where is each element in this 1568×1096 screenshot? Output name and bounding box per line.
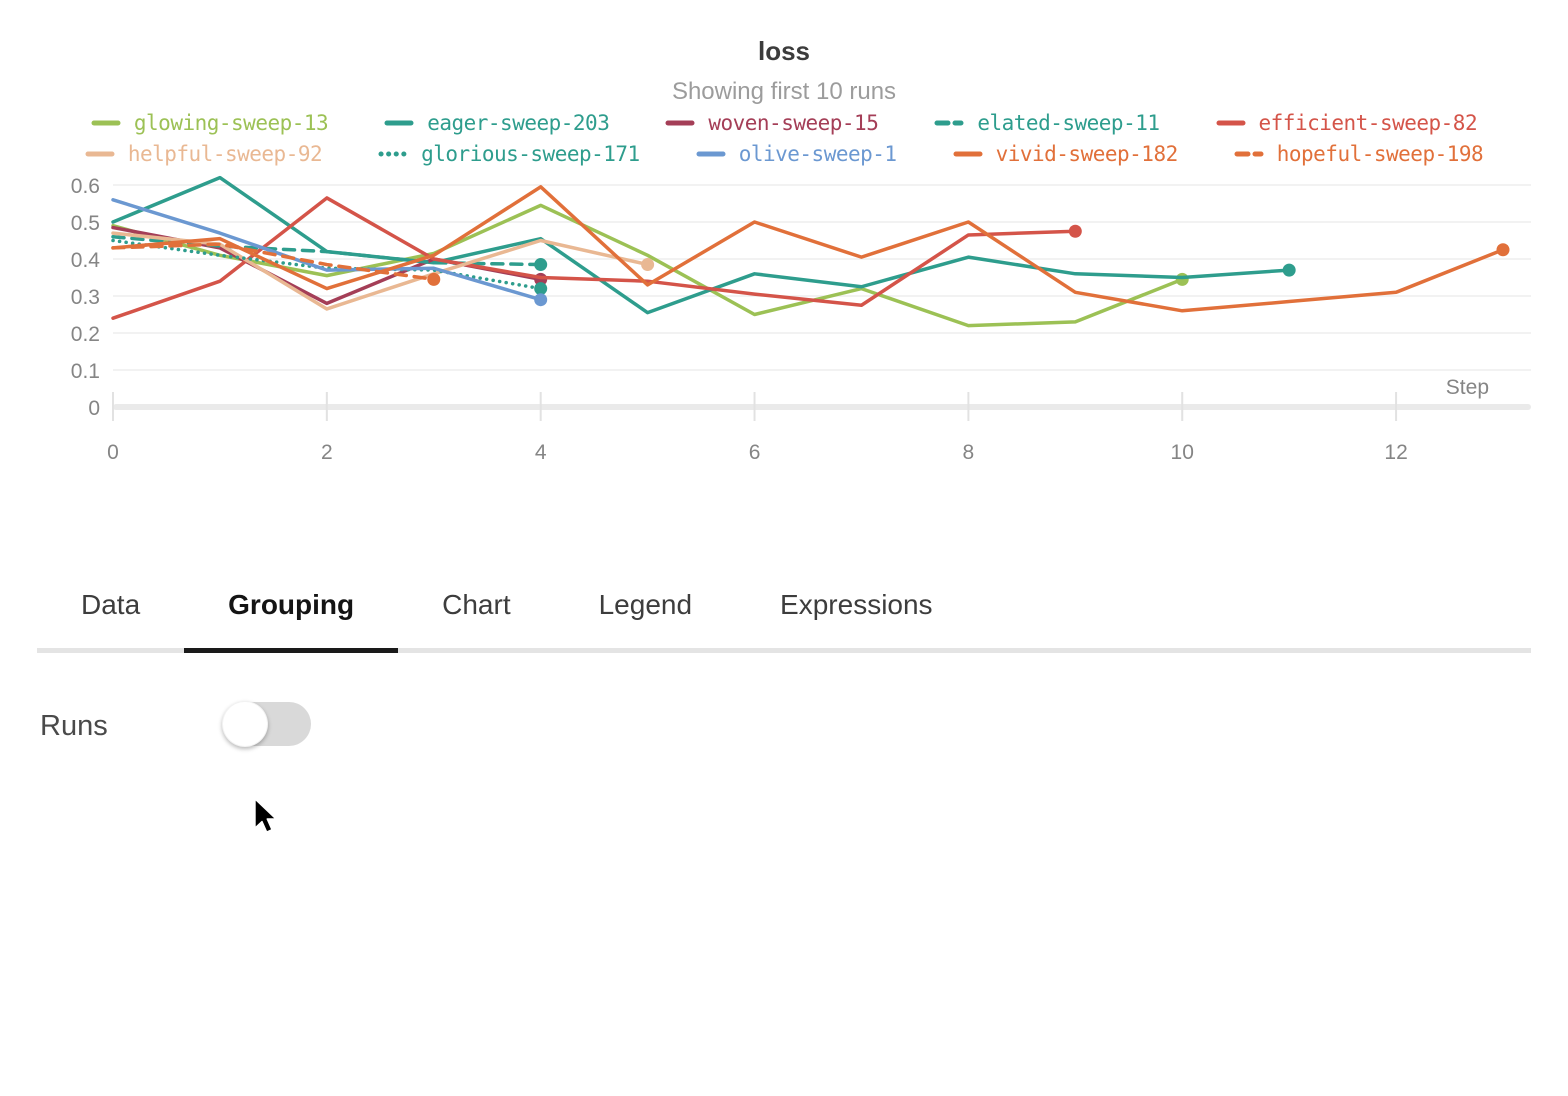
run-endpoint-eager-sweep-203 (1282, 263, 1296, 277)
legend-label: glorious-sweep-171 (421, 141, 640, 166)
legend-label: woven-sweep-15 (708, 110, 879, 135)
run-endpoint-helpful-sweep-92 (641, 258, 655, 272)
x-tick-label-12: 12 (1384, 441, 1407, 464)
run-endpoint-hopeful-sweep-198 (427, 272, 441, 286)
run-line-glowing-sweep-13 (111, 203, 1184, 328)
y-tick-label-0.6: 0.6 (71, 175, 100, 198)
legend-item-glorious-sweep-171: glorious-sweep-171 (378, 142, 640, 166)
legend-item-eager-sweep-203: eager-sweep-203 (384, 110, 610, 135)
y-tick-label-0.2: 0.2 (71, 323, 100, 346)
legend-swatch-solid (85, 151, 115, 156)
y-tick-label-0.4: 0.4 (71, 249, 101, 272)
legend-row-1: glowing-sweep-13 eager-sweep-203 woven-swe… (0, 107, 1568, 138)
y-tick-label-0: 0 (88, 397, 100, 420)
legend-swatch-solid (384, 120, 414, 125)
run-endpoint-glowing-sweep-13 (1175, 272, 1189, 286)
tab-chart[interactable]: Chart (442, 589, 511, 620)
legend-label: olive-sweep-1 (738, 141, 897, 166)
loss-chart-plot[interactable]: 0 0.1 0.2 0.3 0.4 0.5 0.6 0 2 4 6 8 10 12 Step (0, 0, 1568, 470)
legend-swatch-solid (665, 120, 695, 125)
legend-label: glowing-sweep-13 (133, 110, 329, 135)
run-endpoint-efficient-sweep-82 (1068, 224, 1082, 238)
x-tick-label-8: 8 (963, 441, 975, 464)
legend-swatch-solid (1216, 120, 1246, 125)
run-line-glorious-sweep-171 (111, 238, 543, 291)
x-tick-label-0: 0 (107, 441, 119, 464)
legend-label: eager-sweep-203 (427, 110, 610, 135)
legend-label: elated-sweep-11 (977, 110, 1160, 135)
legend-label: hopeful-sweep-198 (1276, 141, 1484, 166)
y-tick-label-0.1: 0.1 (71, 360, 100, 383)
runs-toggle[interactable] (222, 701, 311, 747)
legend-swatch-solid (953, 151, 983, 156)
mouse-cursor (254, 798, 277, 833)
tab-expressions[interactable]: Expressions (780, 589, 933, 620)
x-axis-label: Step (1446, 376, 1489, 399)
legend-item-olive-sweep-1: olive-sweep-1 (696, 142, 897, 166)
run-endpoint-glorious-sweep-171 (534, 282, 548, 296)
legend-label: efficient-sweep-82 (1258, 110, 1478, 135)
run-line-olive-sweep-1 (111, 198, 543, 302)
chart-legend: glowing-sweep-13 eager-sweep-203 woven-swe… (0, 107, 1568, 169)
legend-swatch-dashed (1234, 151, 1264, 156)
legend-item-elated-sweep-11: elated-sweep-11 (934, 110, 1160, 135)
legend-item-vivid-sweep-182: vivid-sweep-182 (953, 142, 1178, 166)
chart-subtitle: Showing first 10 runs (671, 78, 897, 105)
legend-swatch-solid (696, 151, 726, 156)
legend-item-glowing-sweep-13: glowing-sweep-13 (91, 110, 329, 135)
tab-legend[interactable]: Legend (598, 589, 693, 620)
x-tick-label-2: 2 (321, 441, 333, 464)
run-line-efficient-sweep-82 (111, 196, 1078, 320)
y-tick-label-0.3: 0.3 (71, 286, 100, 309)
x-tick-label-10: 10 (1171, 441, 1194, 464)
runs-label: Runs (40, 710, 108, 742)
legend-label: vivid-sweep-182 (995, 141, 1179, 166)
run-line-vivid-sweep-182 (111, 185, 1505, 313)
run-line-hopeful-sweep-198 (111, 242, 436, 282)
y-tick-label-0.5: 0.5 (71, 212, 100, 235)
legend-label: helpful-sweep-92 (127, 141, 323, 166)
legend-swatch-dashed (934, 120, 964, 125)
legend-row-2: helpful-sweep-92 glorious-sweep-171 olive-… (0, 138, 1568, 169)
run-line-eager-sweep-203 (111, 175, 1291, 315)
legend-item-hopeful-sweep-198: hopeful-sweep-198 (1234, 141, 1484, 166)
legend-item-woven-sweep-15: woven-sweep-15 (665, 110, 879, 135)
run-line-helpful-sweep-92 (111, 231, 650, 311)
runs-toggle-knob (222, 701, 268, 747)
legend-item-helpful-sweep-92: helpful-sweep-92 (85, 141, 323, 166)
x-tick-label-4: 4 (535, 441, 547, 464)
legend-swatch-solid (91, 120, 121, 125)
run-endpoint-olive-sweep-1 (534, 293, 548, 307)
panel-tabs: Data Grouping Chart Legend Expressions (37, 575, 1531, 653)
run-line-elated-sweep-11 (111, 235, 543, 267)
run-endpoint-vivid-sweep-182 (1496, 243, 1510, 257)
x-axis-line (113, 404, 1531, 410)
chart-title: loss (757, 36, 811, 66)
tab-grouping[interactable]: Grouping (184, 575, 399, 653)
x-tick-label-6: 6 (749, 441, 761, 464)
legend-item-efficient-sweep-82: efficient-sweep-82 (1216, 111, 1478, 135)
run-endpoint-elated-sweep-11 (534, 258, 548, 272)
tab-data[interactable]: Data (81, 589, 141, 620)
